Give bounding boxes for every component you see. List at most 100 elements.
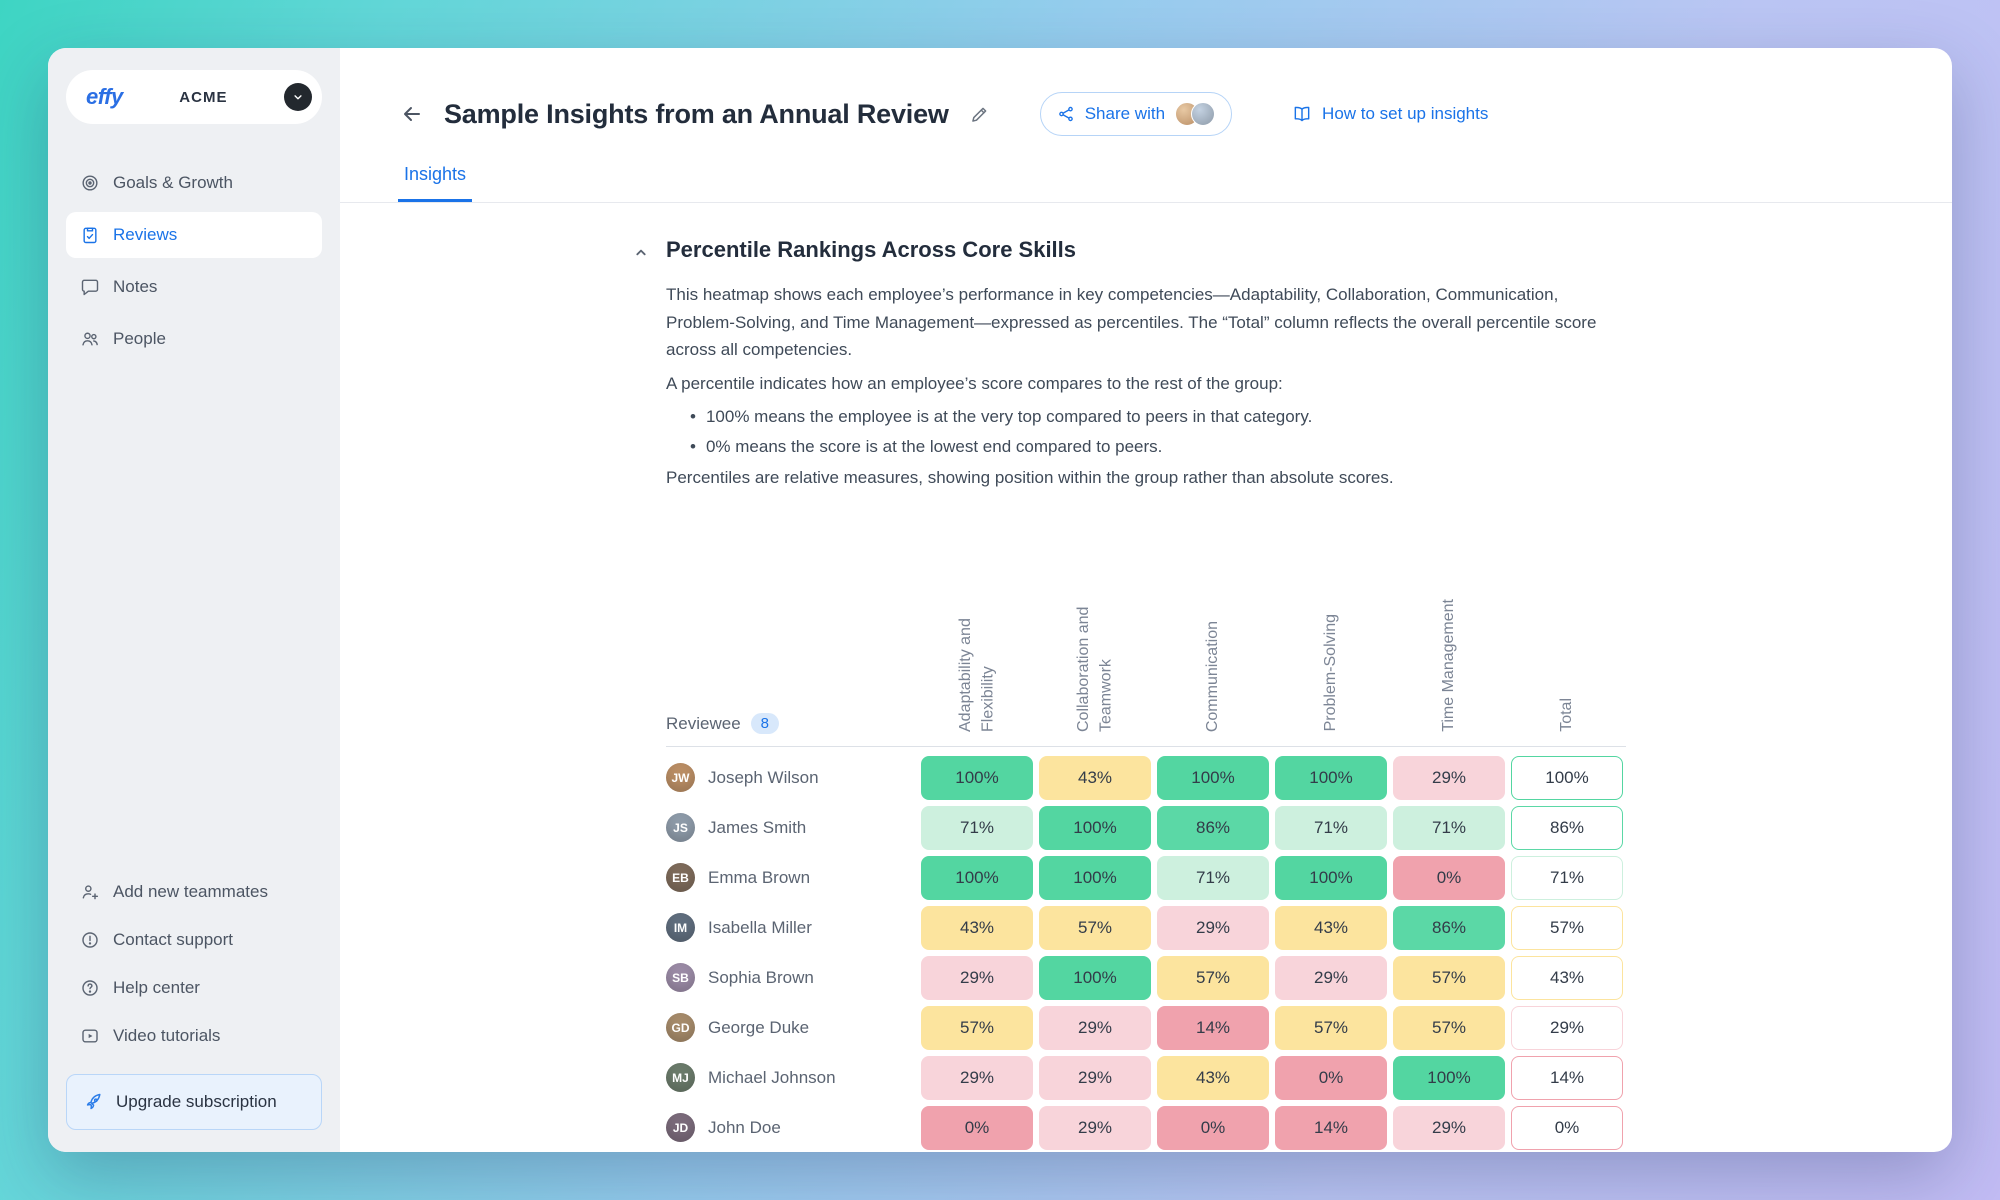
sidebar-item-notes[interactable]: Notes <box>66 264 322 310</box>
heatmap-cell: 29% <box>1275 955 1387 1000</box>
workspace-selector[interactable]: effy ACME <box>66 70 322 124</box>
sidebar-item-reviews[interactable]: Reviews <box>66 212 322 258</box>
heatmap-cell: 57% <box>1275 1005 1387 1050</box>
description-outro: Percentiles are relative measures, showi… <box>666 468 1394 488</box>
section-description: This heatmap shows each employee’s perfo… <box>666 281 1626 492</box>
reviewee-cell[interactable]: SB Sophia Brown <box>666 953 918 1003</box>
heatmap-cell: 43% <box>1039 755 1151 800</box>
heatmap-cell: 86% <box>1393 905 1505 950</box>
heatmap-cell: 57% <box>1393 1005 1505 1050</box>
sidebar-item-add-teammates[interactable]: Add new teammates <box>66 870 322 914</box>
reviewee-cell[interactable]: JD John Doe <box>666 1103 918 1152</box>
column-header: Collaboration and Teamwork <box>1036 546 1154 746</box>
total-cell: 57% <box>1511 905 1623 950</box>
column-header-label: Total <box>1557 697 1575 732</box>
heatmap-cell: 43% <box>1275 905 1387 950</box>
table-row: MJ Michael Johnson 29% 29% 43% 0% 100% 14% <box>666 1053 1626 1103</box>
avatar: GD <box>666 1013 695 1043</box>
share-with-label: Share with <box>1084 104 1166 123</box>
chat-bubble-icon <box>80 277 100 297</box>
reviewee-cell[interactable]: MJ Michael Johnson <box>666 1053 918 1103</box>
share-avatar <box>1191 102 1216 126</box>
heatmap-header-row: Reviewee 8 Adaptability and Flexibility Co… <box>666 546 1626 747</box>
total-cell: 71% <box>1511 855 1623 900</box>
reviewee-cell[interactable]: JS James Smith <box>666 803 918 853</box>
edit-title-pencil-icon[interactable] <box>965 100 994 129</box>
sidebar-item-goals-growth[interactable]: Goals & Growth <box>66 160 322 206</box>
column-header-label: Adaptability and Flexibility <box>956 617 996 732</box>
sidebar-item-contact-support[interactable]: Contact support <box>66 918 322 962</box>
avatar: JW <box>666 763 695 793</box>
collapse-chevron-up-icon[interactable] <box>628 239 654 265</box>
reviewee-cell[interactable]: JW Joseph Wilson <box>666 753 918 803</box>
total-cell: 0% <box>1511 1105 1623 1150</box>
page-header: Sample Insights from an Annual Review Sh… <box>340 48 1952 136</box>
description-explain: A percentile indicates how an employee’s… <box>666 373 1283 393</box>
heatmap-cell: 100% <box>921 855 1033 900</box>
page-title: Sample Insights from an Annual Review <box>444 98 949 129</box>
heatmap-cell: 29% <box>1157 905 1269 950</box>
reviewee-name: Michael Johnson <box>708 1067 836 1087</box>
main-content: Sample Insights from an Annual Review Sh… <box>340 48 1952 1152</box>
avatar: IM <box>666 913 695 943</box>
heatmap-cell: 57% <box>1039 905 1151 950</box>
reviewee-name: Joseph Wilson <box>708 767 819 787</box>
reviewee-cell[interactable]: EB Emma Brown <box>666 853 918 903</box>
heatmap-cell: 100% <box>1039 805 1151 850</box>
table-row: GD George Duke 57% 29% 14% 57% 57% 29% <box>666 1003 1626 1053</box>
column-header-label: Collaboration and Teamwork <box>1074 606 1114 732</box>
sidebar-item-video-tutorials[interactable]: Video tutorials <box>66 1014 322 1058</box>
back-button[interactable] <box>396 98 428 130</box>
setup-insights-label: How to set up insights <box>1322 104 1489 123</box>
heatmap-cell: 14% <box>1157 1005 1269 1050</box>
heatmap-cell: 29% <box>1039 1055 1151 1100</box>
table-row: JW Joseph Wilson 100% 43% 100% 100% 29% 100% <box>666 753 1626 803</box>
reviewee-header: Reviewee 8 <box>666 546 918 746</box>
reviewee-cell[interactable]: GD George Duke <box>666 1003 918 1053</box>
sidebar-spacer <box>66 362 322 870</box>
reviewee-name: Sophia Brown <box>708 967 814 987</box>
share-icon <box>1057 105 1075 123</box>
people-icon <box>80 329 100 349</box>
heatmap-cell: 86% <box>1157 805 1269 850</box>
workspace-name: ACME <box>179 88 228 106</box>
tab-insights[interactable]: Insights <box>398 152 473 202</box>
heatmap-cell: 57% <box>1157 955 1269 1000</box>
column-header: Problem-Solving <box>1272 546 1390 746</box>
sidebar-item-label: Contact support <box>113 930 234 949</box>
table-row: JD John Doe 0% 29% 0% 14% 29% 0% <box>666 1103 1626 1152</box>
scroll-area[interactable]: Percentile Rankings Across Core Skills T… <box>340 203 1952 1152</box>
heatmap-cell: 29% <box>921 1055 1033 1100</box>
reviewee-name: George Duke <box>708 1017 810 1037</box>
reviewee-name: John Doe <box>708 1117 781 1137</box>
reviewee-name: James Smith <box>708 817 807 837</box>
sidebar-item-label: Goals & Growth <box>113 173 233 192</box>
heatmap-cell: 100% <box>1039 955 1151 1000</box>
sidebar-item-help-center[interactable]: Help center <box>66 966 322 1010</box>
sidebar-item-people[interactable]: People <box>66 316 322 362</box>
column-header: Total <box>1508 546 1626 746</box>
share-with-button[interactable]: Share with <box>1039 92 1233 136</box>
upgrade-subscription-button[interactable]: Upgrade subscription <box>66 1074 322 1130</box>
sidebar-item-label: Notes <box>113 277 158 296</box>
add-user-icon <box>80 882 100 902</box>
table-row: IM Isabella Miller 43% 57% 29% 43% 86% 57% <box>666 903 1626 953</box>
total-cell: 14% <box>1511 1055 1623 1100</box>
alert-circle-icon <box>80 930 100 950</box>
heatmap-cell: 71% <box>1157 855 1269 900</box>
sidebar: effy ACME Goals & Growth Reviews <box>48 48 340 1152</box>
tab-bar: Insights <box>340 152 1952 203</box>
sidebar-item-label: Reviews <box>113 225 178 244</box>
table-row: EB Emma Brown 100% 100% 71% 100% 0% 71% <box>666 853 1626 903</box>
upgrade-label: Upgrade subscription <box>116 1092 277 1111</box>
reviewee-count-badge: 8 <box>750 712 779 734</box>
reviewee-name: Isabella Miller <box>708 917 812 937</box>
total-cell: 43% <box>1511 955 1623 1000</box>
sidebar-item-label: People <box>113 329 166 348</box>
heatmap-cell: 71% <box>1275 805 1387 850</box>
avatar: SB <box>666 963 695 993</box>
heatmap-cell: 29% <box>921 955 1033 1000</box>
reviewee-cell[interactable]: IM Isabella Miller <box>666 903 918 953</box>
heatmap-cell: 43% <box>921 905 1033 950</box>
setup-insights-link[interactable]: How to set up insights <box>1292 104 1488 124</box>
